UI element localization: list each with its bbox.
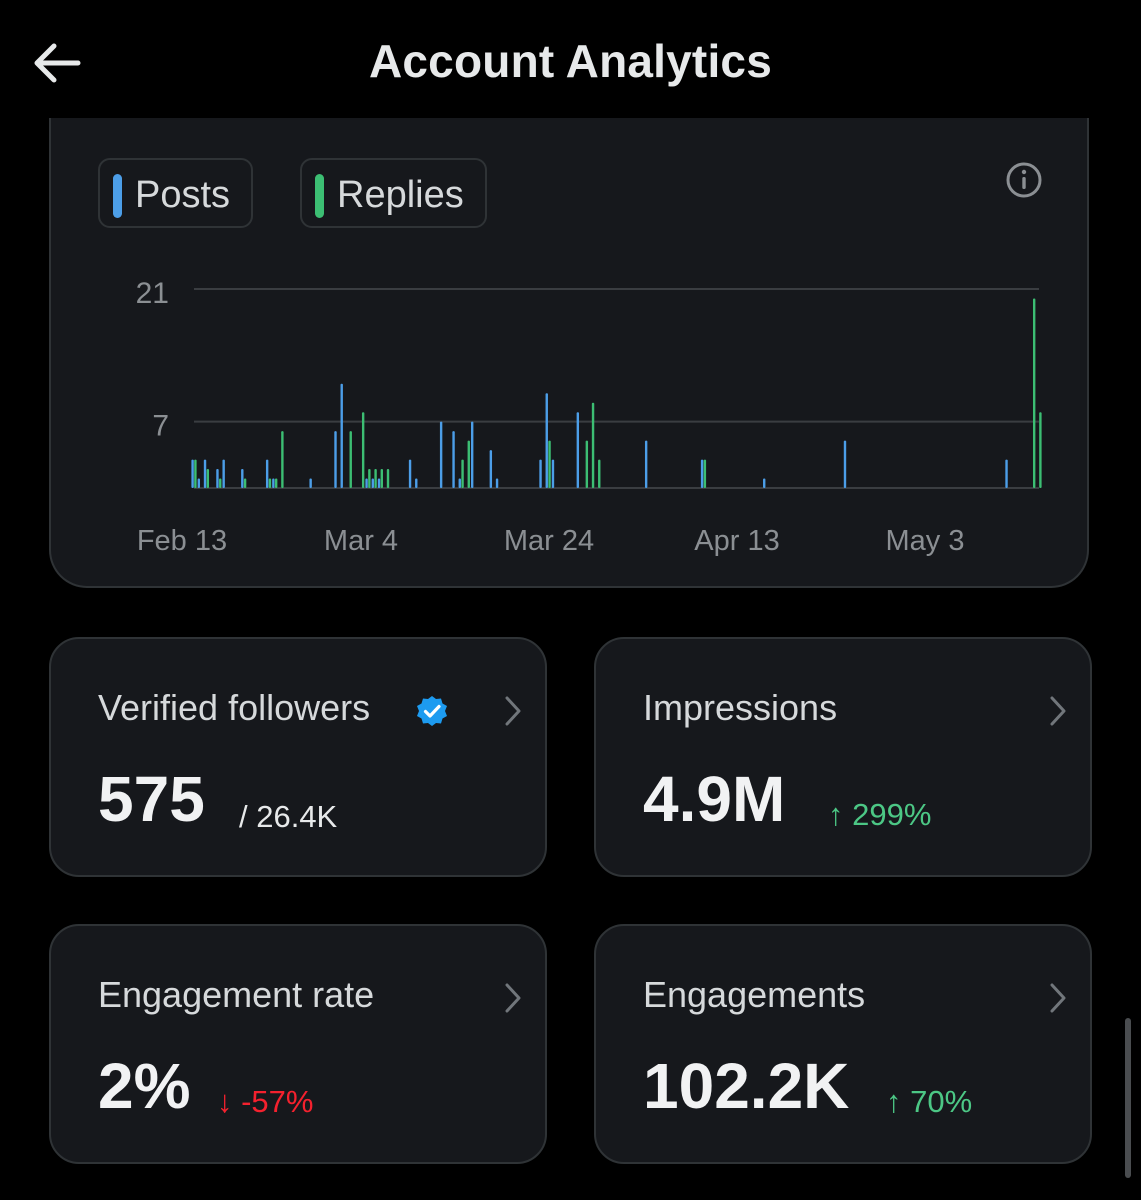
impressions-delta: ↑ 299% (828, 797, 932, 832)
engagements-value: 102.2K (643, 1050, 850, 1122)
posts-swatch (113, 174, 122, 218)
posts-bar (309, 478, 312, 488)
posts-bar (470, 421, 474, 488)
chevron-right-icon (505, 983, 521, 1013)
replies-bar (206, 469, 210, 488)
replies-bar (380, 469, 383, 488)
engagement-rate-label: Engagement rate (98, 974, 375, 1015)
posts-bar (539, 459, 542, 488)
replies-bar (243, 478, 247, 488)
replies-swatch (315, 174, 324, 218)
impressions-label: Impressions (643, 687, 838, 728)
replies-bar (374, 469, 377, 488)
engagement-rate-delta: ↓ -57% (217, 1084, 314, 1119)
posts-bar (265, 459, 269, 488)
scrollbar[interactable] (1125, 1018, 1131, 1178)
activity-bar-chart: 21 7 Feb 13 Mar 4 Mar 24 Apr 13 May 3 (136, 277, 1042, 557)
posts-bar (458, 478, 461, 488)
legend-replies-label: Replies (337, 174, 464, 216)
chevron-right-icon (1050, 696, 1066, 726)
y-tick-label: 21 (136, 277, 169, 310)
verified-badge-icon (417, 696, 447, 726)
replies-bar (585, 440, 589, 488)
replies-bar (1032, 298, 1036, 488)
replies-bar (598, 459, 601, 488)
activity-chart-card: Posts Replies (49, 118, 1089, 588)
posts-bar (365, 478, 368, 488)
posts-bar (489, 450, 493, 488)
replies-bar (268, 478, 272, 488)
posts-bar (545, 393, 548, 488)
x-tick-label: Mar 24 (504, 525, 594, 557)
chevron-right-icon (505, 696, 521, 726)
replies-bar (349, 431, 352, 488)
impressions-value: 4.9M (643, 763, 786, 835)
info-circle-icon (1006, 162, 1042, 198)
posts-bar (1005, 459, 1008, 488)
replies-bar (368, 469, 371, 488)
verified-followers-value: 575 (98, 763, 205, 835)
replies-bar (281, 431, 284, 488)
verified-followers-label: Verified followers (98, 687, 371, 728)
posts-bar (203, 459, 207, 488)
replies-bar (467, 440, 470, 488)
posts-bar (452, 431, 455, 488)
posts-bar (415, 478, 418, 488)
posts-bar (340, 383, 343, 488)
posts-bar (408, 459, 412, 488)
posts-bar (551, 459, 555, 488)
posts-bar (843, 440, 847, 488)
page-title: Account Analytics (368, 35, 772, 87)
engagements-delta: ↑ 70% (886, 1084, 973, 1119)
posts-bar (197, 478, 201, 488)
engagements-label: Engagements (643, 974, 866, 1015)
posts-bar (191, 459, 194, 488)
posts-bar (763, 478, 766, 488)
engagement-rate-value: 2% (98, 1050, 191, 1122)
x-tick-label: May 3 (886, 525, 965, 557)
arrow-left-icon (34, 43, 81, 83)
replies-bar (548, 440, 551, 488)
info-button[interactable] (1004, 160, 1044, 200)
posts-bar (272, 478, 275, 488)
legend-posts-chip[interactable]: Posts (98, 158, 253, 228)
posts-bar (241, 469, 244, 488)
replies-bar (274, 478, 278, 488)
engagement-rate-card[interactable]: Engagement rate 2% ↓ -57% (49, 924, 547, 1164)
back-button[interactable] (30, 38, 84, 88)
engagements-card[interactable]: Engagements 102.2K ↑ 70% (594, 924, 1092, 1164)
replies-bar (386, 469, 390, 488)
posts-bar (334, 431, 337, 488)
x-tick-label: Apr 13 (694, 525, 779, 557)
replies-bar (1039, 412, 1042, 488)
posts-bar (576, 412, 580, 488)
x-tick-label: Feb 13 (137, 525, 227, 557)
posts-bar (377, 478, 381, 488)
posts-bar (216, 469, 219, 488)
legend-posts-label: Posts (135, 174, 231, 216)
verified-followers-card[interactable]: Verified followers 575 / 26.4K (49, 637, 547, 877)
app-header: Account Analytics (0, 0, 1141, 125)
replies-bar (703, 459, 707, 488)
x-tick-label: Mar 4 (324, 525, 398, 557)
chevron-right-icon (1050, 983, 1066, 1013)
posts-bar (644, 440, 648, 488)
y-tick-label: 7 (152, 410, 169, 443)
replies-bar (591, 402, 595, 488)
posts-bar (439, 421, 443, 488)
posts-bar (700, 459, 704, 488)
posts-bar (371, 478, 374, 488)
posts-bar (495, 478, 499, 488)
posts-bar (222, 459, 225, 488)
total-followers-value: / 26.4K (239, 799, 338, 834)
replies-bar (219, 478, 222, 488)
replies-bar (194, 459, 197, 488)
impressions-card[interactable]: Impressions 4.9M ↑ 299% (594, 637, 1092, 877)
replies-bar (361, 412, 365, 488)
legend-replies-chip[interactable]: Replies (300, 158, 487, 228)
replies-bar (461, 459, 464, 488)
